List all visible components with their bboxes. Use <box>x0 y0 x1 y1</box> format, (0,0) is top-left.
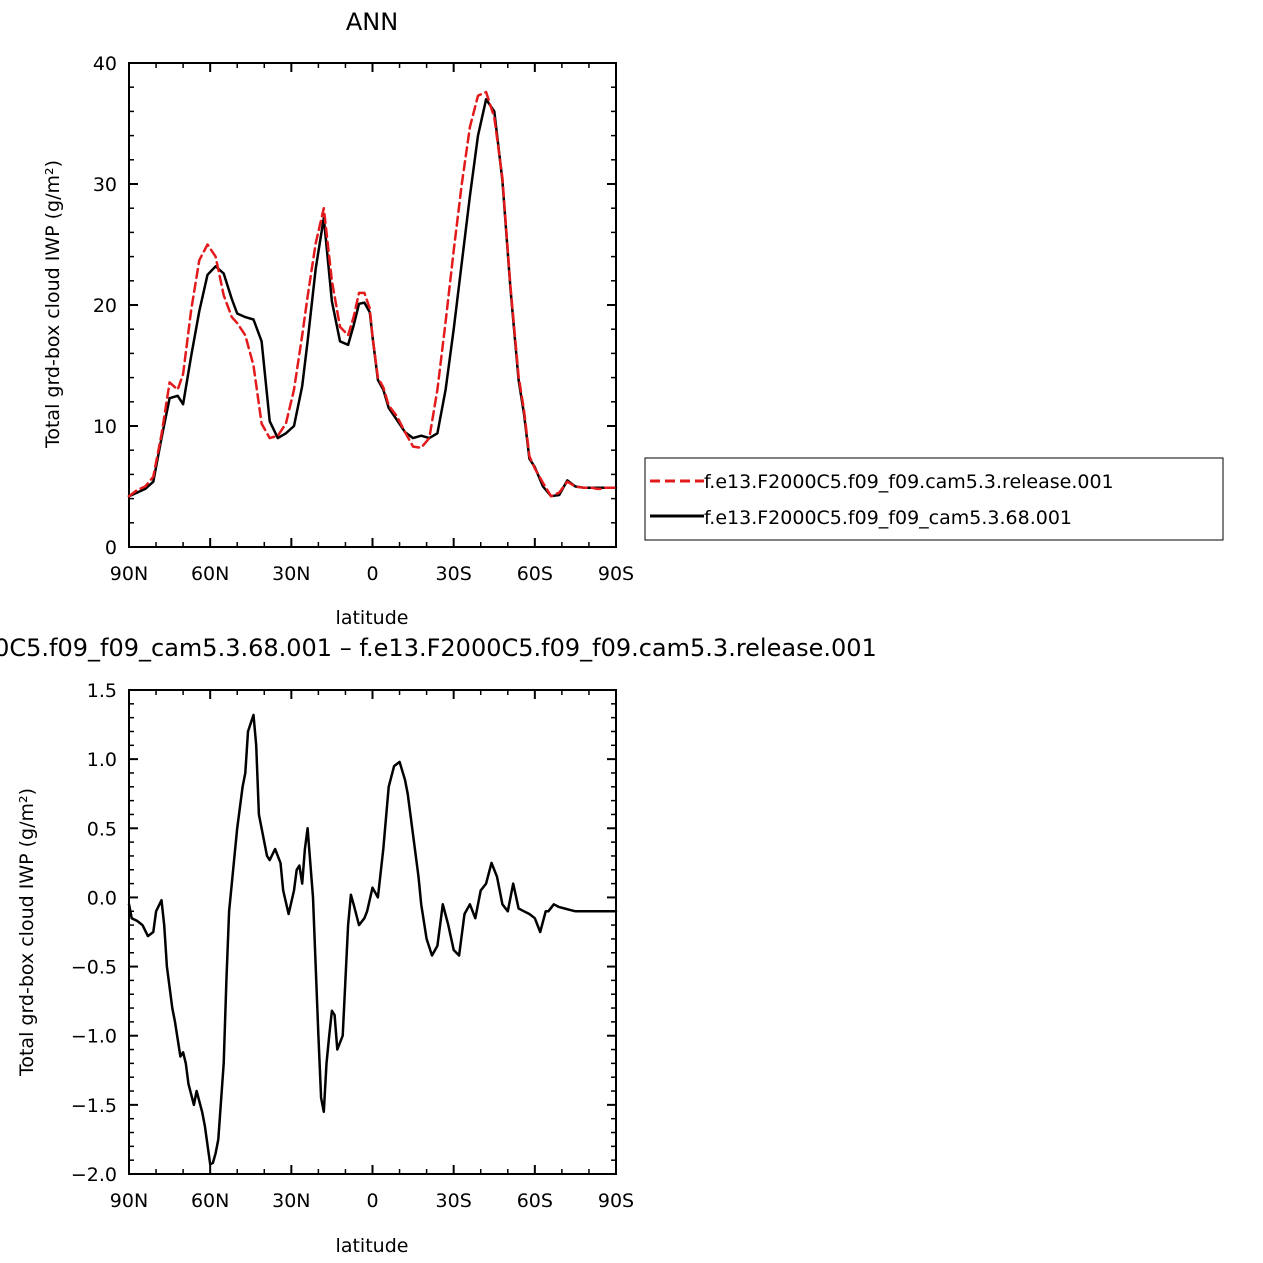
top-series-line-1 <box>127 98 618 498</box>
bottom-ytick-label: 0.5 <box>87 818 117 840</box>
top-xtick-label: 60S <box>517 563 553 585</box>
legend: f.e13.F2000C5.f09_f09.cam5.3.release.001… <box>644 457 1224 541</box>
legend-label-68: f.e13.F2000C5.f09_f09_cam5.3.68.001 <box>704 507 1072 529</box>
bottom-xtick-label: 0 <box>366 1190 378 1212</box>
bottom-ytick-label: −1.5 <box>71 1095 117 1117</box>
top-ytick-label: 0 <box>105 537 117 559</box>
top-ytick-label: 20 <box>93 295 117 317</box>
top-xlabel: latitude <box>336 607 409 629</box>
bottom-ytick-label: 1.5 <box>87 680 117 702</box>
bottom-xtick-label: 30N <box>272 1190 310 1212</box>
bottom-xtick-label: 90N <box>110 1190 148 1212</box>
top-xtick-label: 60N <box>191 563 229 585</box>
bottom-ytick-label: 0.0 <box>87 887 117 909</box>
bottom-ytick-label: 1.0 <box>87 749 117 771</box>
bottom-xtick-label: 60N <box>191 1190 229 1212</box>
top-series-group <box>127 90 618 498</box>
top-xtick-label: 30S <box>436 563 472 585</box>
top-series-line-0 <box>127 90 618 498</box>
top-xtick-label: 30N <box>272 563 310 585</box>
legend-box <box>644 457 1224 541</box>
bottom-xtick-label: 60S <box>517 1190 553 1212</box>
top-plot-frame <box>128 62 617 548</box>
top-xtick-label: 90N <box>110 563 148 585</box>
bottom-ytick-label: −0.5 <box>71 957 117 979</box>
bottom-xtick-label: 30S <box>436 1190 472 1212</box>
legend-label-release: f.e13.F2000C5.f09_f09.cam5.3.release.001 <box>704 471 1114 493</box>
top-ytick-label: 30 <box>93 174 117 196</box>
bottom-ytick-label: −1.0 <box>71 1026 117 1048</box>
top-ytick-label: 10 <box>93 416 117 438</box>
top-plot: 0 10 20 30 40 90N 60N 30N 0 30S 60S 90S <box>93 53 634 585</box>
bottom-xtick-label: 90S <box>598 1190 634 1212</box>
bottom-xlabel: latitude <box>336 1235 409 1257</box>
bottom-series-group <box>127 713 618 1166</box>
bottom-ytick-label: −2.0 <box>71 1164 117 1186</box>
top-ylabel: Total grd-box cloud IWP (g/m²) <box>42 160 64 449</box>
top-ytick-label: 40 <box>93 53 117 75</box>
bottom-plot-frame <box>128 689 617 1175</box>
top-panel-title: ANN <box>346 8 398 36</box>
top-xtick-label: 90S <box>598 563 634 585</box>
bottom-ylabel: Total grd-box cloud IWP (g/m²) <box>16 788 38 1077</box>
bottom-plot: −2.0 −1.5 −1.0 −0.5 0.0 0.5 1.0 1.5 90N 60N 30N 0 30… <box>71 680 634 1212</box>
bottom-series-line-0 <box>127 713 618 1166</box>
bottom-panel-title: f.e13.F2000C5.f09_f09_cam5.3.68.001 – f.… <box>0 634 877 662</box>
top-xtick-label: 0 <box>366 563 378 585</box>
